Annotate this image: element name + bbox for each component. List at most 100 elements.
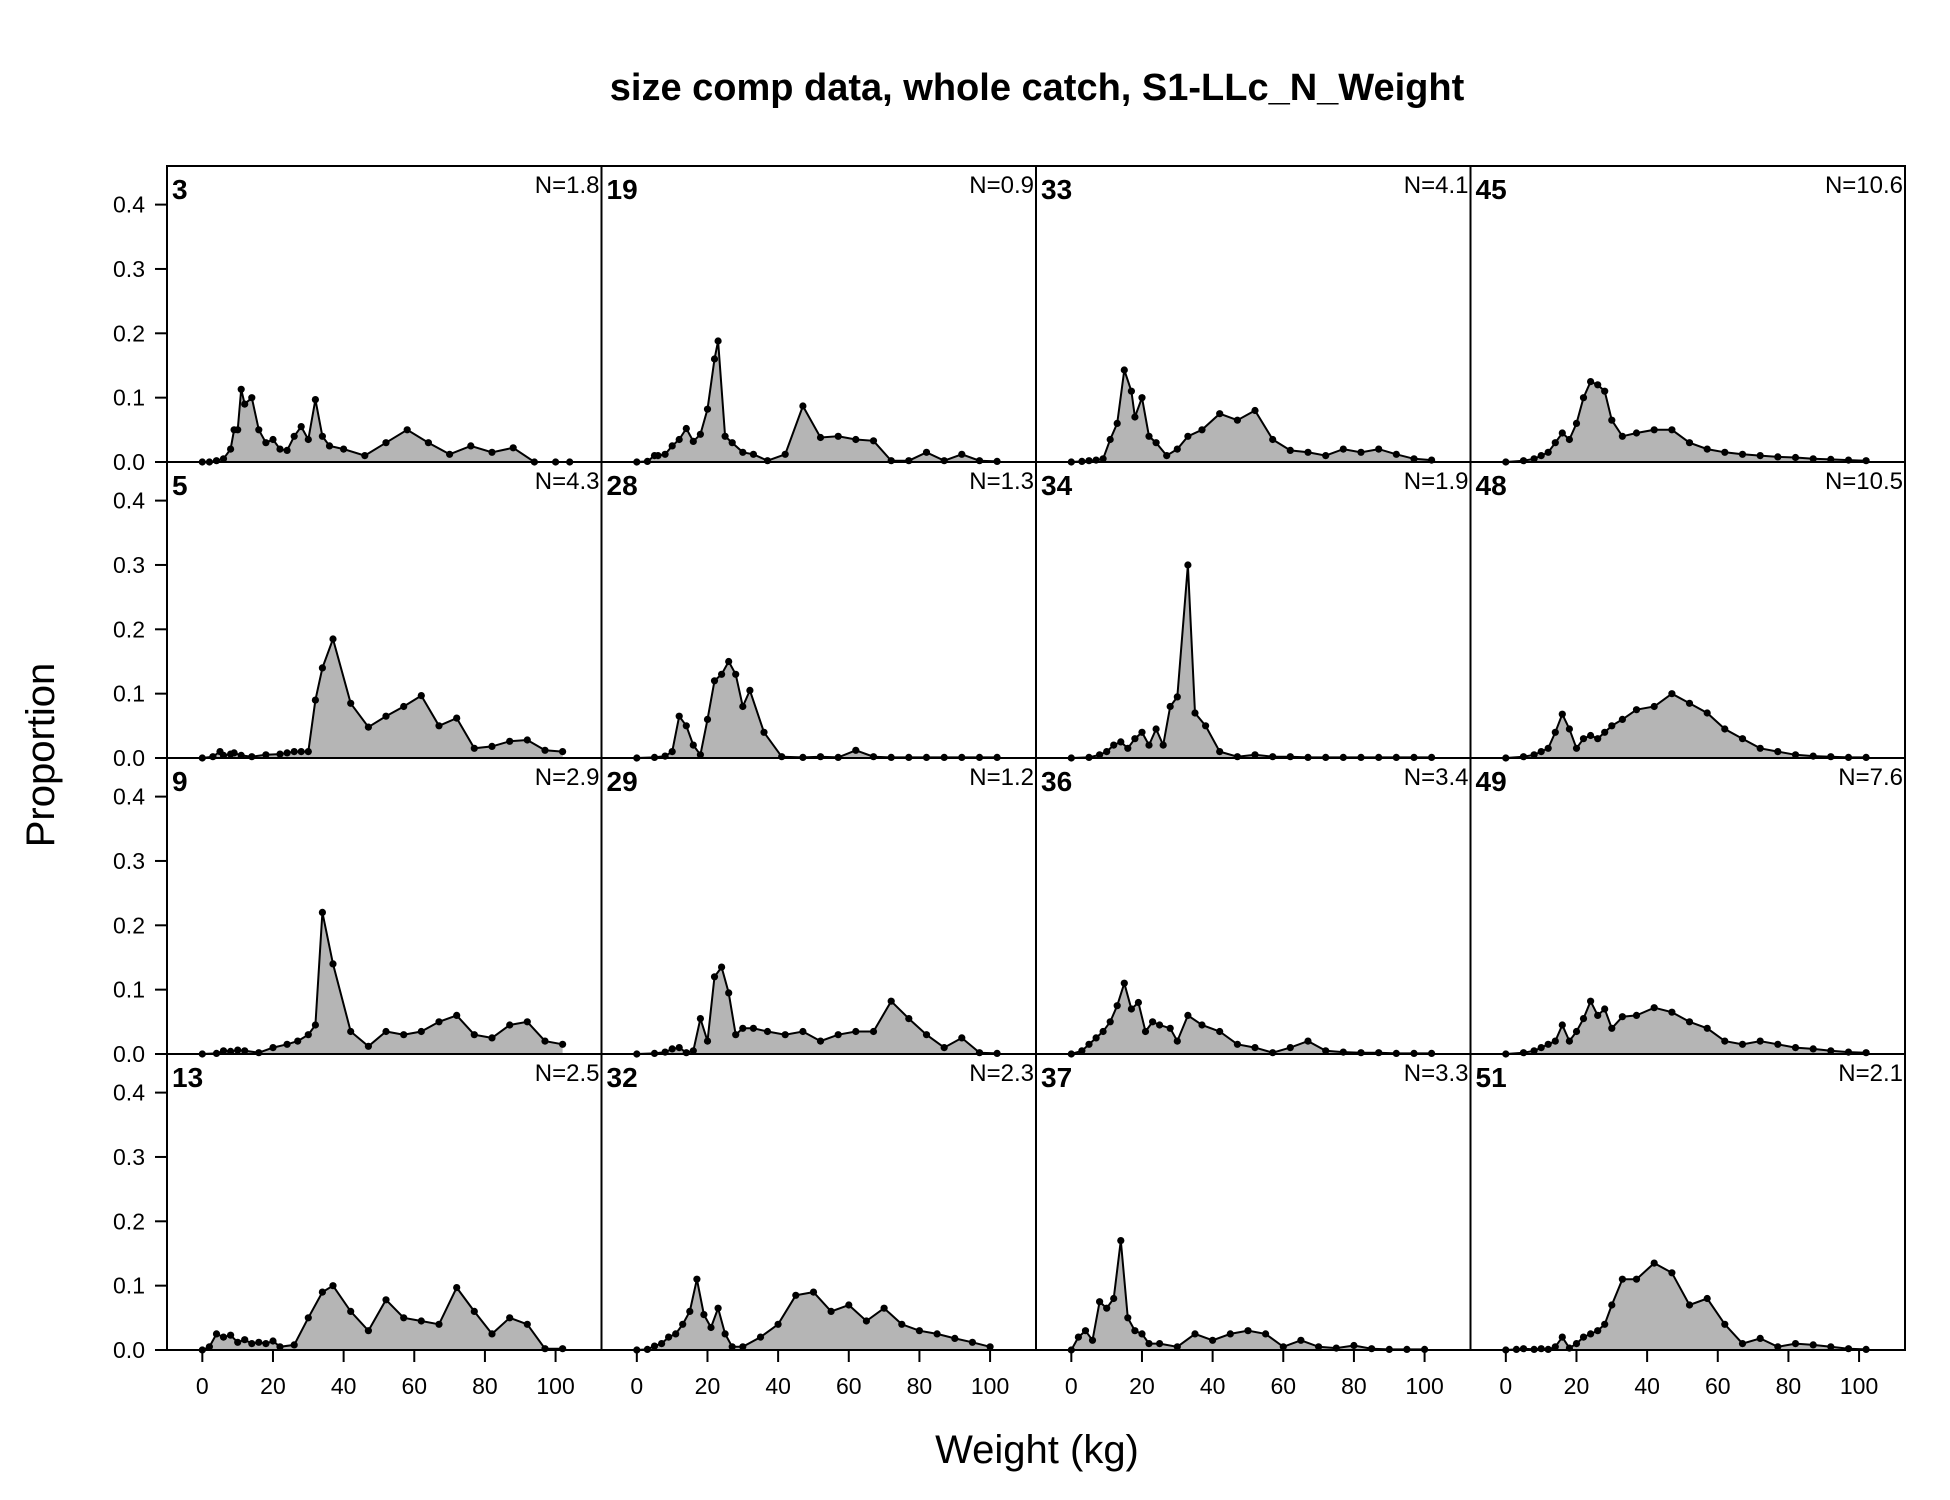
data-point <box>1572 1027 1581 1036</box>
data-point <box>827 1307 835 1315</box>
x-tick-label: 20 <box>1129 1373 1155 1399</box>
data-point <box>665 1333 673 1341</box>
panel-area <box>202 389 570 462</box>
data-point <box>1096 1298 1104 1306</box>
data-point <box>262 1340 270 1348</box>
data-point <box>453 1011 461 1020</box>
data-point <box>1233 416 1241 424</box>
data-point <box>1120 979 1128 987</box>
data-point <box>1650 1004 1658 1012</box>
data-point <box>1138 394 1146 402</box>
data-point <box>435 1018 443 1026</box>
data-point <box>816 1037 825 1045</box>
data-point <box>689 437 697 445</box>
data-point <box>219 455 228 463</box>
data-point <box>435 1320 443 1328</box>
y-tick-label: 0.1 <box>113 1273 145 1299</box>
data-point <box>1159 741 1167 749</box>
x-tick-label: 40 <box>765 1373 791 1399</box>
data-point <box>1738 1340 1747 1348</box>
panel-29: 29 N=1.2 <box>607 764 1034 1058</box>
data-point <box>696 1015 705 1023</box>
data-point <box>710 355 719 363</box>
panel-area <box>1505 1263 1867 1350</box>
panel-n-label: N=3.3 <box>1404 1060 1469 1087</box>
data-point <box>304 435 312 444</box>
data-point <box>1251 1044 1259 1052</box>
data-point <box>1862 1049 1870 1057</box>
panel-48: 48 N=10.5 <box>1476 468 1903 762</box>
panel-n-label: N=1.2 <box>969 764 1034 791</box>
data-point <box>1721 1320 1729 1328</box>
data-point <box>297 748 305 756</box>
data-point <box>1601 1320 1609 1328</box>
data-point <box>1618 1013 1626 1021</box>
data-point <box>746 686 754 695</box>
data-point <box>710 677 719 685</box>
data-point <box>230 749 238 757</box>
data-point <box>1138 1330 1146 1338</box>
data-point <box>364 1327 372 1335</box>
data-point <box>1608 722 1616 730</box>
data-point <box>1572 1340 1581 1348</box>
data-point <box>255 1338 263 1346</box>
data-point <box>1721 1037 1729 1045</box>
x-tick-label: 80 <box>472 1373 498 1399</box>
data-point <box>1099 455 1107 463</box>
data-point <box>650 1342 659 1350</box>
data-point <box>318 908 326 917</box>
data-point <box>940 1044 948 1052</box>
data-point <box>559 748 567 756</box>
data-point <box>1774 453 1782 461</box>
data-point <box>248 1340 256 1348</box>
data-point <box>1537 1044 1545 1052</box>
data-point <box>940 457 948 465</box>
data-point <box>1269 435 1277 444</box>
panel-45: 45 N=10.6 <box>1476 172 1903 466</box>
data-point <box>1537 452 1545 460</box>
data-point <box>721 1330 729 1338</box>
panel-n-label: N=3.4 <box>1404 764 1469 791</box>
data-point <box>1251 751 1259 759</box>
data-point <box>1244 1327 1252 1335</box>
panel-n-label: N=1.3 <box>969 468 1034 495</box>
data-point <box>1774 1343 1782 1351</box>
panel-label: 19 <box>607 174 638 205</box>
data-point <box>241 400 249 408</box>
data-point <box>1173 1037 1181 1045</box>
panel-label: 13 <box>172 1062 203 1093</box>
data-point <box>290 1341 298 1349</box>
data-point <box>304 1314 312 1322</box>
data-point <box>792 1291 800 1299</box>
data-point <box>675 712 683 720</box>
data-point <box>1117 1237 1125 1245</box>
data-point <box>1594 735 1602 743</box>
data-point <box>1608 1024 1616 1032</box>
data-point <box>1558 710 1566 718</box>
data-point <box>718 670 726 678</box>
data-point <box>1173 445 1181 453</box>
data-point <box>1156 1021 1164 1029</box>
data-point <box>778 753 786 761</box>
y-tick-label: 0.2 <box>113 616 145 642</box>
data-point <box>1587 731 1595 740</box>
data-point <box>975 457 984 465</box>
data-point <box>506 1314 514 1322</box>
data-point <box>1632 429 1641 437</box>
data-point <box>1074 1333 1082 1341</box>
panel-label: 45 <box>1476 174 1507 205</box>
data-point <box>1530 1047 1538 1055</box>
data-point <box>1537 748 1545 756</box>
data-point <box>1117 738 1125 746</box>
data-point <box>1269 1049 1277 1057</box>
data-point <box>1216 748 1224 756</box>
data-point <box>1738 735 1747 743</box>
data-point <box>219 1047 228 1055</box>
data-point <box>1558 1333 1566 1341</box>
data-point <box>1202 722 1210 730</box>
data-point <box>1668 690 1676 698</box>
data-point <box>340 445 348 453</box>
data-point <box>329 960 337 968</box>
data-point <box>1791 1340 1800 1348</box>
data-point <box>1163 452 1171 460</box>
